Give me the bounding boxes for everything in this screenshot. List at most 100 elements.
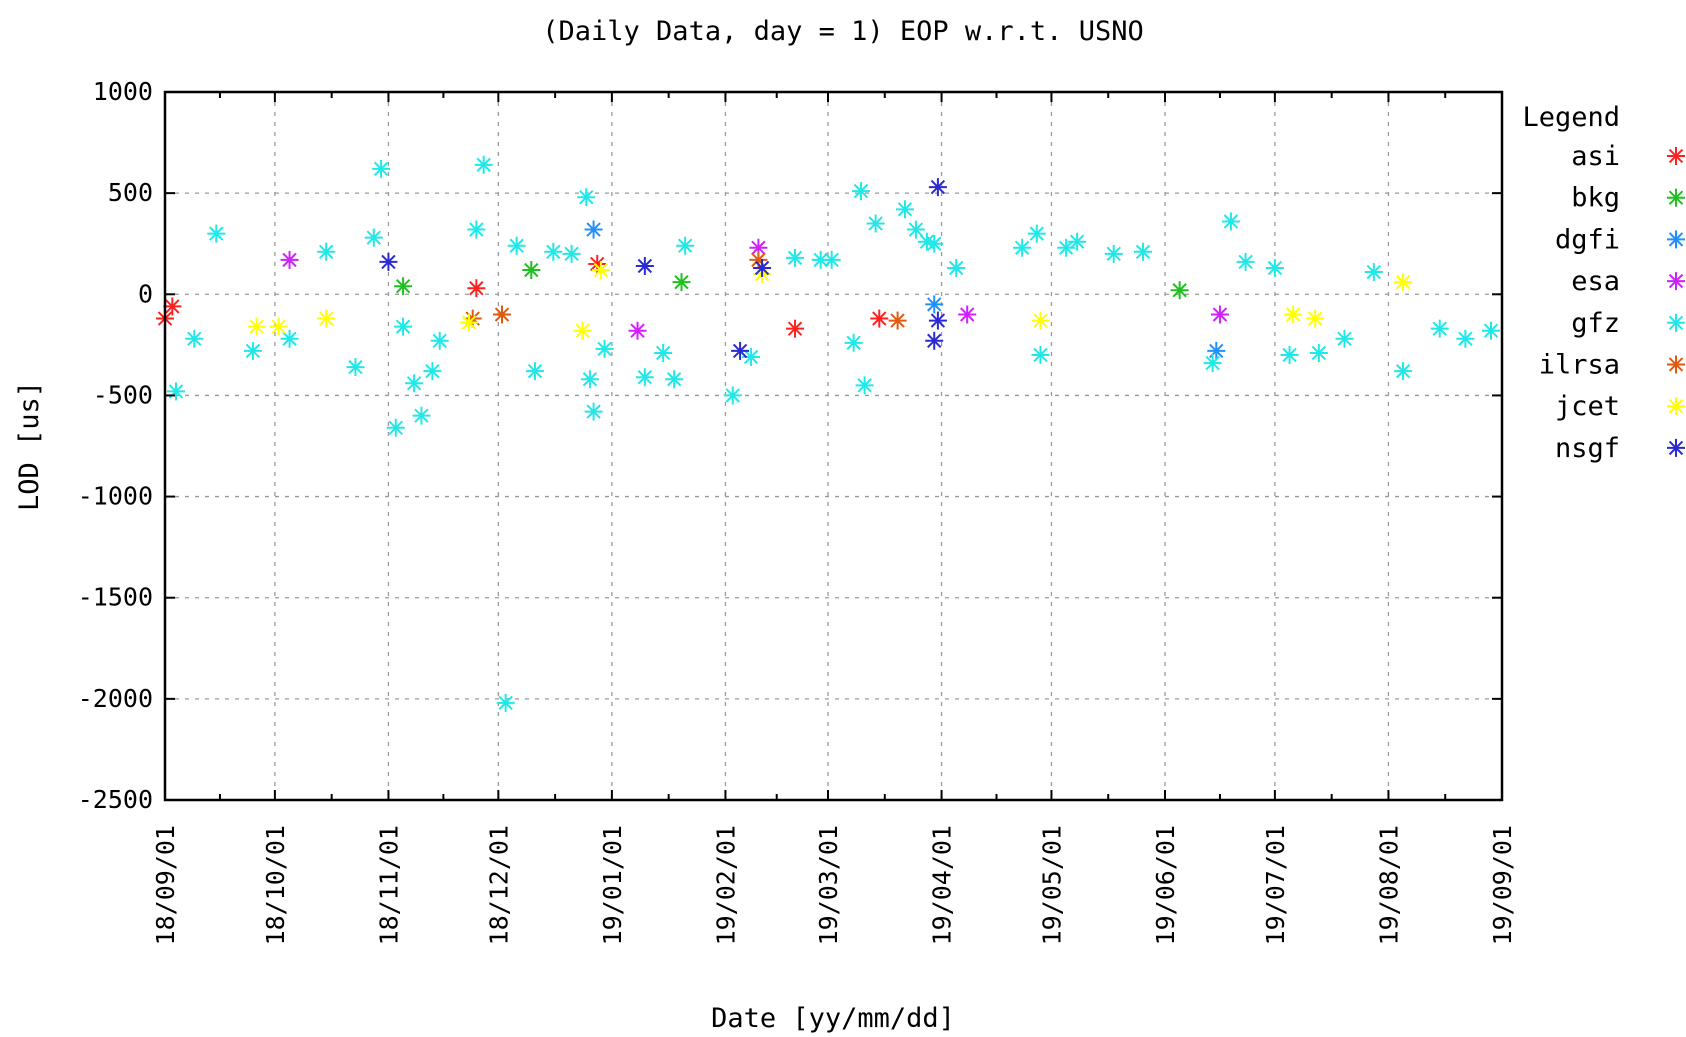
data-point: [895, 200, 914, 219]
data-point: [1134, 242, 1153, 261]
legend-marker-dgfi: [1667, 230, 1685, 249]
data-point: [1309, 343, 1328, 362]
data-point: [958, 305, 977, 324]
legend-marker-nsgf: [1667, 438, 1685, 457]
data-layer: [156, 155, 1501, 712]
data-point: [947, 258, 966, 277]
data-point: [243, 341, 262, 360]
data-point: [844, 333, 863, 352]
data-point: [1236, 252, 1255, 271]
y-axis-tick-labels: 1000 500 0 -500 -1000 -1500 -2000 -2500: [78, 77, 153, 814]
data-point: [654, 343, 673, 362]
data-point: [1210, 305, 1229, 324]
data-point: [786, 319, 805, 338]
data-point: [544, 242, 563, 261]
y-tick-label: -2000: [78, 684, 153, 713]
data-point: [580, 370, 599, 389]
data-point: [379, 252, 398, 271]
data-point: [1104, 244, 1123, 263]
x-tick-label: 19/03/01: [814, 825, 843, 945]
data-point: [1280, 345, 1299, 364]
data-point: [280, 250, 299, 269]
data-point: [628, 321, 647, 340]
data-point: [1394, 273, 1413, 292]
legend-label-bkg: bkg: [1571, 183, 1620, 214]
data-point: [1221, 212, 1240, 231]
legend-label-jcet: jcet: [1555, 391, 1620, 422]
data-point: [247, 317, 266, 336]
x-tick-label: 19/09/01: [1488, 825, 1517, 945]
x-tick-label: 19/02/01: [711, 825, 740, 945]
y-tick-label: -500: [93, 380, 153, 409]
data-point: [1170, 281, 1189, 300]
series-esa: [280, 238, 1229, 340]
y-axis-label: LOD [us]: [14, 381, 45, 511]
data-point: [474, 155, 493, 174]
data-point: [925, 295, 944, 314]
x-tick-label: 18/12/01: [484, 825, 513, 945]
y-tick-label: -1500: [78, 583, 153, 612]
data-point: [1364, 263, 1383, 282]
data-point: [928, 311, 947, 330]
y-tick-label: -2500: [78, 785, 153, 814]
data-point: [753, 258, 772, 277]
legend-label-asi: asi: [1571, 141, 1620, 172]
data-point: [280, 329, 299, 348]
data-point: [870, 309, 889, 328]
data-point: [364, 228, 383, 247]
legend-marker-bkg: [1667, 188, 1685, 207]
data-point: [1306, 309, 1325, 328]
legend-marker-asi: [1667, 147, 1685, 165]
data-point: [855, 376, 874, 395]
chart-title: (Daily Data, day = 1) EOP w.r.t. USNO: [542, 16, 1143, 47]
data-point: [866, 214, 885, 233]
data-point: [1013, 238, 1032, 257]
plot-frame: [163, 90, 1504, 802]
data-point: [851, 182, 870, 201]
data-point: [595, 339, 614, 358]
y-tick-label: 1000: [93, 77, 153, 106]
data-point: [665, 370, 684, 389]
data-point: [467, 279, 486, 298]
legend-label-ilrsa: ilrsa: [1539, 350, 1620, 381]
data-point: [405, 374, 424, 393]
data-point: [1207, 341, 1226, 360]
data-point: [386, 418, 405, 437]
data-point: [496, 693, 515, 712]
data-point: [1031, 345, 1050, 364]
data-point: [317, 309, 336, 328]
data-point: [577, 188, 596, 207]
data-point: [925, 234, 944, 253]
data-point: [562, 244, 581, 263]
data-point: [269, 317, 288, 336]
data-point: [460, 313, 479, 332]
data-point: [525, 362, 544, 381]
data-point: [423, 362, 442, 381]
x-tick-label: 18/10/01: [261, 825, 290, 945]
legend-marker-ilrsa: [1667, 355, 1685, 374]
data-point: [584, 220, 603, 239]
data-point: [394, 317, 413, 336]
data-point: [507, 236, 526, 255]
data-point: [1027, 224, 1046, 243]
grid: [165, 92, 1502, 800]
legend-label-gfz: gfz: [1571, 308, 1620, 339]
series-jcet: [247, 261, 1413, 340]
series-bkg: [394, 261, 1189, 300]
data-point: [676, 236, 695, 255]
data-point: [928, 178, 947, 197]
data-point: [430, 331, 449, 350]
data-point: [412, 406, 431, 425]
x-axis-tick-labels: 18/09/01 18/10/01 18/11/01 18/12/01 19/01/01…: [151, 825, 1517, 945]
y-tick-label: 500: [108, 178, 153, 207]
data-point: [1394, 362, 1413, 381]
data-point: [635, 368, 654, 387]
data-point: [207, 224, 226, 243]
legend-label-nsgf: nsgf: [1555, 433, 1620, 464]
y-tick-label: -1000: [78, 482, 153, 511]
data-point: [1031, 311, 1050, 330]
data-point: [467, 220, 486, 239]
data-point: [372, 159, 391, 178]
data-point: [672, 273, 691, 292]
